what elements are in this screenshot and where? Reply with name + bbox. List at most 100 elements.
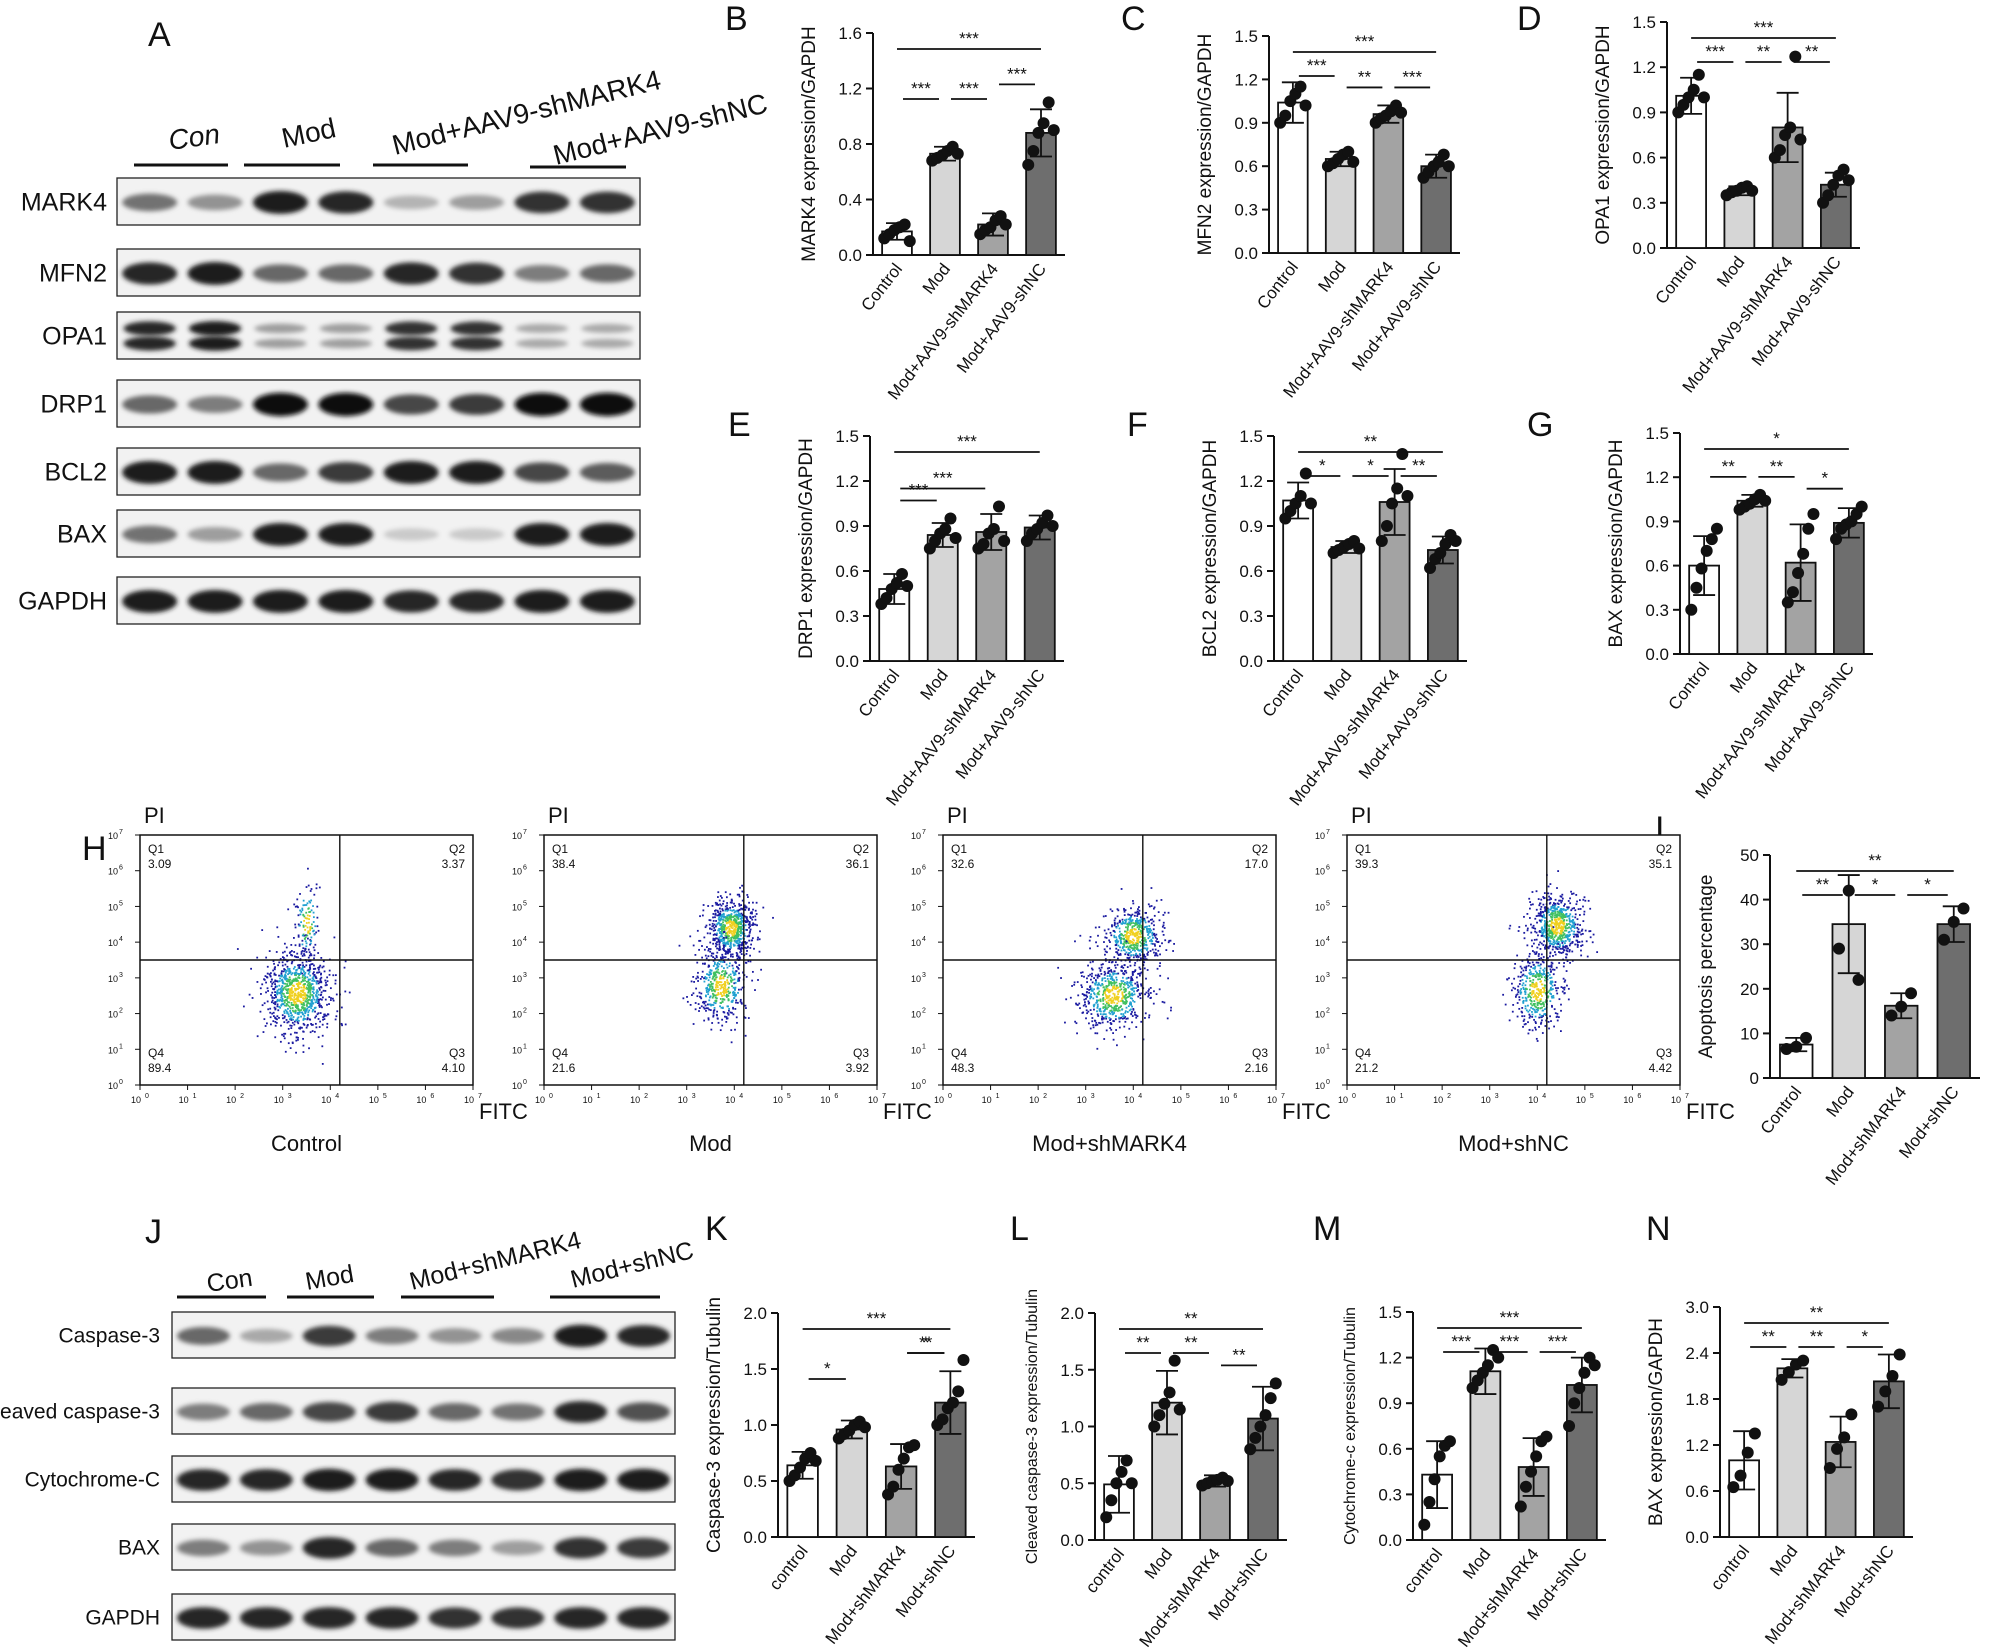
flow-event [735,923,738,926]
flow-event [702,1006,705,1009]
flow-event [1161,925,1164,928]
flow-event [310,899,313,902]
flow-event [749,916,752,919]
flow-event [1124,1020,1127,1023]
flow-event [1087,974,1090,977]
flow-event [721,1024,724,1027]
flow-event [288,982,291,985]
flow-event [724,987,727,989]
flow-event [1108,1011,1111,1014]
flow-event [1560,921,1563,924]
flow-event [1103,941,1105,943]
flow-event [1589,907,1592,910]
x-tick-label: control [1707,1542,1753,1594]
flow-event [1547,939,1550,941]
flow-event [732,1006,734,1009]
flow-event [289,996,292,999]
flow-event [312,911,315,914]
y-tick-label: 0.9 [1234,114,1258,133]
flow-event [1155,933,1158,936]
data-point [1424,562,1437,574]
flow-event [250,967,252,970]
flow-event [1104,990,1106,993]
flow-event [725,927,727,930]
flow-event [291,998,294,1001]
flow-event [708,983,711,986]
flow-event [1112,1020,1115,1022]
flow-event [282,957,285,959]
flow-event [1582,898,1585,901]
flow-event [297,988,299,991]
flow-event [734,986,737,989]
data-point [1395,106,1408,119]
flow-event [1539,948,1542,950]
flow-event [320,998,323,1001]
flow-event [744,928,747,931]
flow-event [712,965,715,967]
data-point [1449,535,1462,547]
flow-event [729,919,731,922]
flow-y-tick-exp: 5 [119,900,123,907]
flow-event [1133,993,1136,996]
flow-event [749,930,751,933]
flow-event [298,987,300,989]
flow-event [1132,902,1135,905]
flow-event [1560,930,1562,933]
flow-event [1156,967,1159,970]
flow-event [726,976,729,979]
flow-event [722,942,725,945]
flow-event [1563,933,1566,935]
flow-event [1571,941,1574,944]
flow-event [317,1018,320,1020]
flow-event [325,981,327,984]
flow-event [722,902,724,905]
flow-event [1124,919,1126,922]
flow-event [1133,990,1136,993]
y-tick-label: 0.9 [1632,103,1656,122]
flow-event [718,946,721,949]
flow-event [1148,1016,1150,1019]
flow-event [278,991,281,994]
flow-event [720,965,723,968]
flow-event [274,980,277,983]
flow-event [277,1009,280,1012]
flow-event [1560,909,1563,912]
flow-x-tick-exp: 6 [430,1093,434,1100]
flow-event [721,955,724,958]
flow-event [1102,1006,1105,1009]
flow-event [1124,1011,1127,1014]
flow-event [1553,922,1556,925]
flow-event [1552,910,1555,912]
flow-event [1133,922,1136,925]
significance-label: ** [1868,851,1882,870]
blot-band [449,461,505,484]
flow-event [1582,920,1585,923]
flow-event [730,940,733,942]
flow-event [316,980,319,983]
flow-event [312,975,315,978]
flow-event [293,937,295,939]
flow-y-tick-label: 10 [108,938,118,948]
flow-event [1573,925,1576,928]
flow-event [299,1026,302,1029]
flow-event [729,1011,732,1014]
flow-event [1150,887,1153,889]
flow-event [725,921,728,924]
flow-event [319,1020,322,1023]
bar-3 [884,1465,918,1538]
flow-event [295,1051,297,1054]
flow-event [1142,928,1145,931]
data-point [1947,915,1960,928]
flow-event [1116,957,1119,960]
flow-event [1110,1000,1113,1003]
flow-event [302,1037,304,1040]
flow-event [296,1019,299,1021]
y-tick-label: 30 [1740,935,1759,954]
flow-event [1541,916,1544,919]
flow-event [1112,973,1115,976]
flow-x-tick-exp: 1 [193,1093,197,1100]
data-point [1294,80,1307,93]
flow-event [1151,948,1154,951]
flow-event [264,975,267,978]
x-tick-label: Mod+AAV9-shNC [1348,258,1445,375]
